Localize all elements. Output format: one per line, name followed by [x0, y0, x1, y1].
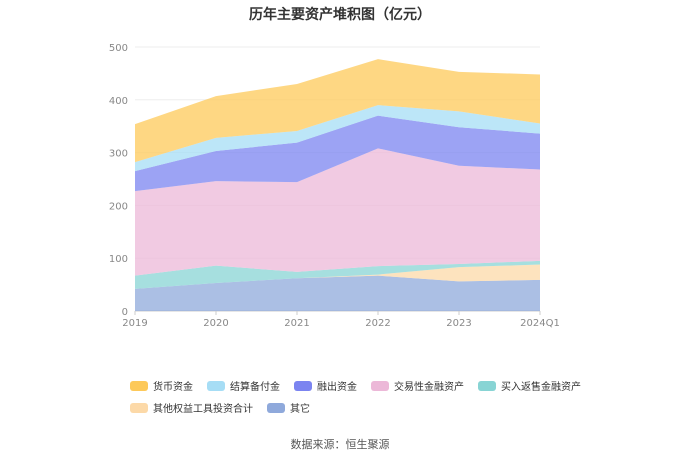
- legend-item[interactable]: 货币资金: [130, 378, 193, 393]
- legend-swatch: [130, 402, 148, 413]
- x-tick-label: 2020: [203, 318, 228, 329]
- y-tick-label: 100: [109, 254, 128, 265]
- data-source: 数据来源：恒生聚源: [290, 438, 390, 451]
- y-tick-label: 500: [109, 43, 128, 54]
- area-series-0: [135, 275, 540, 311]
- y-tick-label: 300: [109, 149, 128, 160]
- legend-item[interactable]: 买入返售金融资产: [478, 378, 581, 393]
- legend-label: 买入返售金融资产: [501, 382, 581, 393]
- legend-swatch: [130, 380, 148, 391]
- legend-item[interactable]: 其他权益工具投资合计: [130, 400, 253, 415]
- chart-title: 历年主要资产堆积图（亿元）: [249, 7, 431, 23]
- x-tick-label: 2022: [365, 318, 390, 329]
- area-series-5: [135, 105, 540, 172]
- legend-item[interactable]: 交易性金融资产: [371, 378, 464, 393]
- area-series-3: [135, 148, 540, 276]
- x-tick-label: 2024Q1: [520, 318, 560, 329]
- area-series: [135, 59, 540, 311]
- x-tick-label: 2019: [122, 318, 147, 329]
- x-tick-label: 2021: [284, 318, 309, 329]
- legend-swatch: [371, 380, 389, 391]
- y-tick-label: 200: [109, 201, 128, 212]
- legend-label: 其他权益工具投资合计: [153, 404, 253, 415]
- area-series-2: [135, 260, 540, 289]
- area-series-4: [135, 115, 540, 192]
- legend-item[interactable]: 其它: [267, 400, 310, 415]
- legend-label: 交易性金融资产: [394, 382, 464, 393]
- legend-swatch: [294, 380, 312, 391]
- area-series-6: [135, 59, 540, 163]
- legend-label: 货币资金: [153, 382, 193, 393]
- legend-item[interactable]: 融出资金: [294, 378, 357, 393]
- legend-label: 结算备付金: [230, 382, 280, 393]
- legend-label: 其它: [290, 404, 310, 415]
- legend-swatch: [207, 380, 225, 391]
- x-tick-label: 2023: [446, 318, 471, 329]
- axes: 0 100 200 300 400 500 2019 2020 2021 2022 2023 2024…: [109, 43, 560, 329]
- legend-swatch: [267, 402, 285, 413]
- y-tick-label: 0: [122, 307, 128, 318]
- y-tick-label: 400: [109, 96, 128, 107]
- legend-item[interactable]: 结算备付金: [207, 378, 280, 393]
- legend-row: 货币资金 结算备付金 融出资金 交易性金融资产 买入返售金融资产: [130, 378, 581, 393]
- legend-swatch: [478, 380, 496, 391]
- legend-label: 融出资金: [317, 382, 357, 393]
- legend-row: 其他权益工具投资合计 其它: [130, 400, 570, 415]
- area-series-1: [135, 264, 540, 289]
- legend: 货币资金 结算备付金 融出资金 交易性金融资产 买入返售金融资产其他权益工具投资合计 其它: [130, 378, 581, 422]
